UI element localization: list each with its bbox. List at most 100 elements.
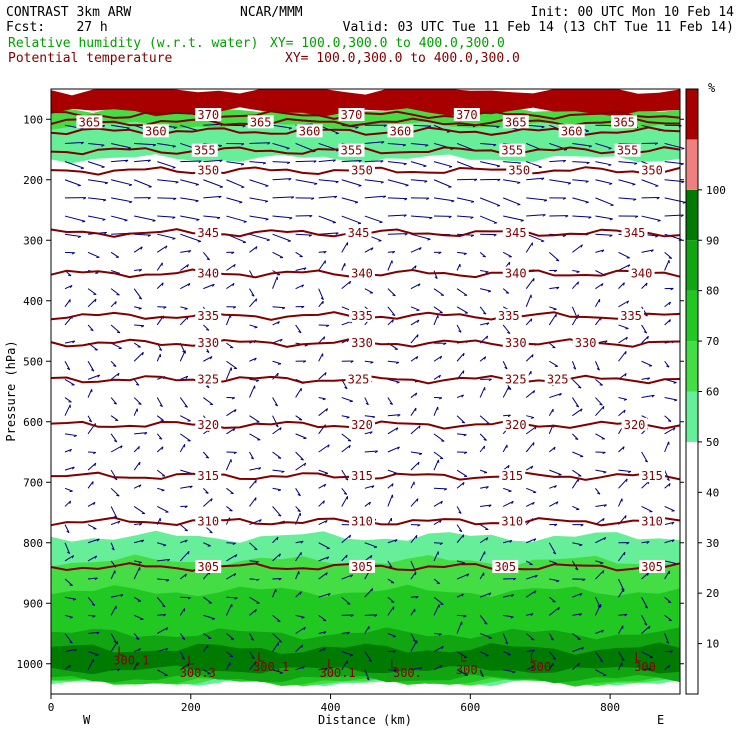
wind-vector [249,560,259,564]
wind-vector [595,570,605,580]
wind-vector [134,306,142,310]
wind-vector [664,142,685,150]
wind-vector [157,487,165,492]
wind-vector [526,124,545,129]
wind-vector [295,591,302,598]
wind-vector [295,267,307,271]
wind-vector [664,441,670,453]
wind-vector [549,523,558,527]
theta-label: 360 [561,124,583,138]
wind-vector [572,592,583,598]
wind-vector [410,356,419,362]
wind-vector [226,542,236,545]
wind-vector [595,405,605,417]
wind-vector [110,301,117,308]
wind-vector [525,294,532,307]
theta-contour-355 [50,146,681,156]
wind-vector [457,614,467,618]
wind-vector [572,142,592,148]
wind-vector [595,536,607,544]
wind-vector [387,494,394,507]
wind-vector [549,160,567,163]
wind-vector [180,179,199,186]
wind-vector [641,615,648,626]
wind-vector [410,451,423,456]
wind-vector [572,451,584,458]
y-tick-label: 700 [23,476,43,489]
wind-vector [387,360,400,365]
wind-vector [318,353,324,362]
theta-label: 360 [145,124,167,138]
wind-vector [180,596,191,600]
wind-vector [387,633,396,638]
wind-vector [502,197,521,206]
wind-vector [595,651,604,663]
theta-label-bg [495,308,522,322]
wind-vector [548,651,557,660]
wind-vector [64,285,73,290]
x-axis: 0 200 400 600 800 [48,694,620,714]
model-title: CONTRAST 3km ARW [6,5,131,20]
wind-vector [134,159,151,163]
wind-vector [480,142,497,147]
theta-label: 320 [351,418,373,432]
colorbar-swatch [686,240,698,291]
wind-vector [572,524,584,527]
wind-vector [548,342,556,349]
wind-vector [433,578,441,585]
colorbar-tick-label: 100 [706,184,726,197]
wind-vector [641,572,649,580]
wind-vector [134,432,148,435]
colorbar-tick-label: 40 [706,486,719,499]
wind-vector [433,270,438,280]
wind-vector [571,361,577,370]
wind-vector [479,197,501,207]
wind-vector [64,614,73,619]
wind-vector [341,197,359,204]
wind-vector [664,360,670,368]
wind-vector [456,506,462,514]
wind-vector [272,397,279,407]
rh-colorbar: 10 20 30 40 50 60 70 80 90 100 [685,88,726,695]
wind-vector [133,506,146,515]
theta-label-bg [247,115,274,129]
wind-vector [318,397,326,401]
wind-vector [226,306,237,309]
wind-vector [272,633,283,643]
wind-vector [364,141,385,144]
theta-label: 335 [351,309,373,323]
wind-vector [318,519,328,526]
theta-label-bg [639,514,666,528]
wind-vector [272,469,285,474]
wind-vector [202,644,209,652]
colorbar-swatch [686,139,698,190]
wind-vector [341,534,352,544]
wind-vector [64,542,71,555]
wind-vector [64,466,75,471]
wind-vector [433,314,439,326]
wind-vector [341,487,348,495]
wind-vector [548,446,556,453]
wind-vector [526,501,535,507]
wind-vector [664,521,675,526]
wind-vector [272,360,282,365]
wind-vector [318,324,330,328]
wind-vector [456,669,468,676]
wind-vector [272,142,290,150]
wind-vector [157,578,170,582]
wind-vector [157,558,171,562]
wind-vector [595,469,607,474]
wind-vector [226,633,235,640]
theta-label: 330 [575,336,597,350]
wind-vector [387,650,396,653]
wind-vector [180,415,191,422]
wind-vector [387,319,394,326]
wind-vector [456,306,469,314]
surface-theta-label: L [327,657,334,671]
wind-vector [272,451,282,459]
theta-label-bg [499,514,526,528]
wind-vector [272,251,284,259]
wind-vector [179,651,185,660]
wind-vector [133,648,141,653]
wind-vector [480,486,489,489]
